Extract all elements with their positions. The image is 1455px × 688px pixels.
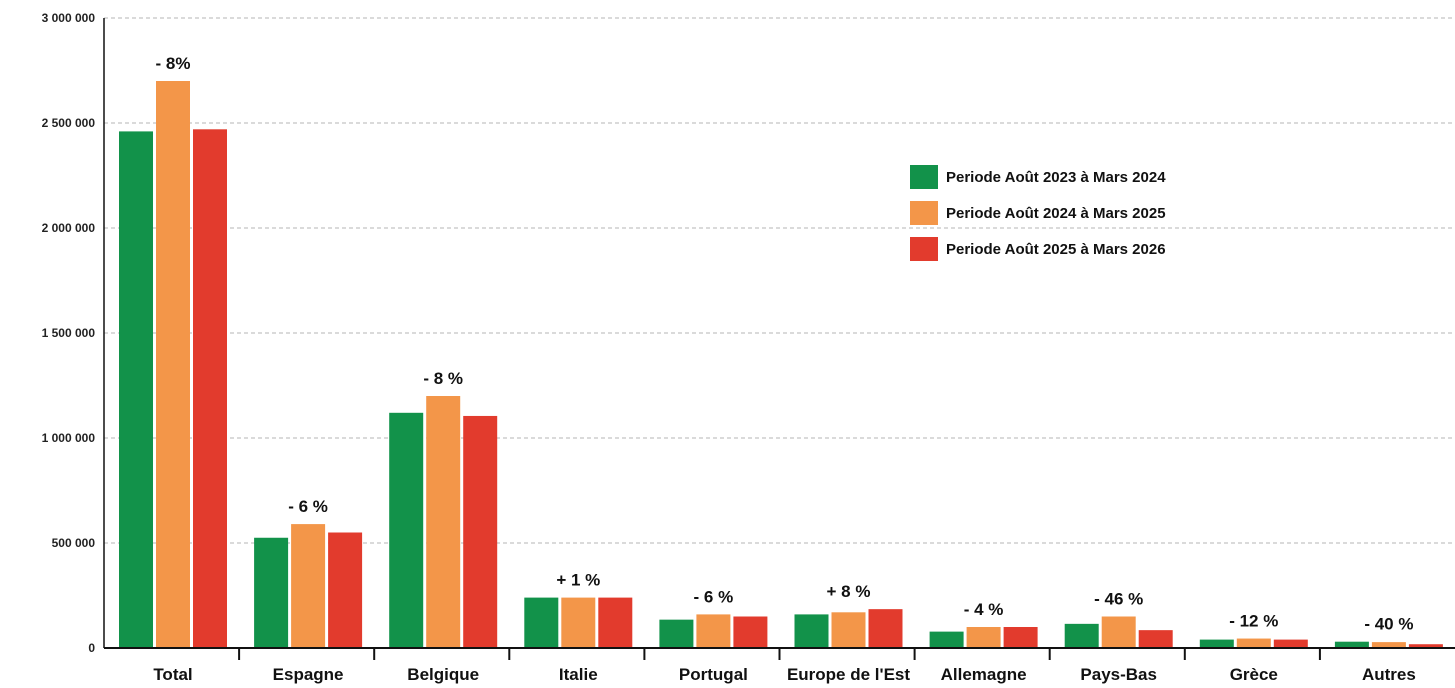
x-tick-label: Grèce: [1230, 665, 1278, 684]
change-label: - 8 %: [423, 369, 463, 388]
x-tick-label: Allemagne: [941, 665, 1027, 684]
bar: [733, 616, 768, 648]
y-tick-label: 0: [88, 641, 95, 655]
change-label: - 46 %: [1094, 590, 1143, 609]
bar: [193, 129, 227, 649]
bar: [389, 412, 424, 648]
legend-label: Periode Août 2025 à Mars 2026: [946, 241, 1166, 258]
bar: [1101, 616, 1136, 648]
bar: [1408, 644, 1443, 648]
legend-label: Periode Août 2023 à Mars 2024: [946, 169, 1166, 186]
change-label: - 6 %: [694, 587, 734, 606]
bar: [1334, 641, 1369, 648]
x-tick-label: Total: [153, 665, 192, 684]
y-tick-label: 2 000 000: [42, 221, 96, 235]
bar: [328, 532, 363, 648]
bar: [929, 631, 964, 648]
bar: [426, 396, 461, 648]
x-axis: Total Espagne Belgique Italie Portugal Europe…: [104, 647, 1455, 684]
change-label: + 8 %: [827, 582, 871, 601]
change-labels: - 8% - 6 % - 8 % + 1 % - 6 % + 8 % - 4 % - 46 %…: [156, 54, 1414, 634]
x-tick-label: Pays-Bas: [1080, 665, 1157, 684]
change-label: - 8%: [156, 54, 191, 73]
grid-lines: [104, 17, 1455, 544]
y-tick-label: 500 000: [52, 536, 96, 550]
legend-swatch: [910, 165, 938, 189]
bar: [598, 597, 633, 648]
x-tick-label: Autres: [1362, 665, 1416, 684]
bar: [463, 415, 498, 648]
bar: [561, 597, 596, 648]
bar: [1199, 639, 1234, 648]
y-tick-label: 1 000 000: [42, 431, 96, 445]
bar: [291, 524, 326, 648]
bar: [1371, 642, 1406, 648]
change-label: + 1 %: [556, 571, 600, 590]
bar: [831, 612, 866, 648]
y-tick-label: 3 000 000: [42, 11, 96, 25]
legend-swatch: [910, 201, 938, 225]
change-label: - 4 %: [964, 600, 1004, 619]
legend: Periode Août 2023 à Mars 2024 Periode Aoû…: [910, 165, 1166, 261]
change-label: - 6 %: [288, 497, 328, 516]
bar: [696, 614, 731, 648]
bar: [1273, 639, 1308, 648]
x-tick-label: Europe de l'Est: [787, 665, 910, 684]
change-label: - 12 %: [1229, 612, 1278, 631]
legend-swatch: [910, 237, 938, 261]
bar: [794, 614, 829, 648]
bar: [1064, 623, 1099, 648]
x-tick-label: Portugal: [679, 665, 748, 684]
bar: [868, 609, 903, 648]
bars: [119, 81, 1443, 649]
bar: [1003, 627, 1038, 648]
bar: [1138, 630, 1173, 648]
bar: [524, 597, 559, 648]
bar: [966, 627, 1001, 648]
bar: [254, 537, 289, 648]
change-label: - 40 %: [1364, 615, 1413, 634]
bar: [659, 619, 694, 648]
x-tick-label: Italie: [559, 665, 598, 684]
y-tick-label: 1 500 000: [42, 326, 96, 340]
y-tick-label: 2 500 000: [42, 116, 96, 130]
bar: [1236, 638, 1271, 648]
bar: [119, 131, 153, 648]
y-axis: 0 500 000 1 000 000 1 500 000 2 000 000 2 500…: [42, 11, 105, 655]
x-tick-label: Belgique: [407, 665, 479, 684]
bar: [156, 81, 190, 648]
legend-label: Periode Août 2024 à Mars 2025: [946, 205, 1166, 222]
x-tick-label: Espagne: [273, 665, 344, 684]
